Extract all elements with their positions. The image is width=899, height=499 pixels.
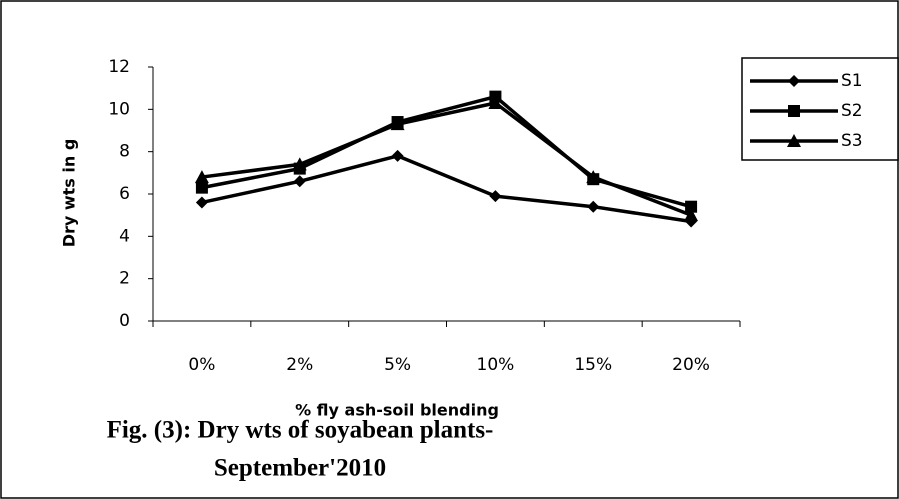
marker <box>489 190 502 203</box>
marker <box>788 105 800 117</box>
x-tick-label: 2% <box>286 355 313 375</box>
chart-title: Fig. (3): Dry wts of soyabean plants- <box>107 417 494 444</box>
x-tick-label: 15% <box>574 355 612 375</box>
y-tick-label: 8 <box>119 142 130 162</box>
legend-box <box>741 57 899 161</box>
marker <box>684 208 699 222</box>
marker <box>587 200 600 213</box>
y-tick-label: 12 <box>108 57 130 77</box>
marker <box>787 134 801 147</box>
series-line <box>201 101 692 217</box>
x-axis-title: % fly ash-soil blending <box>295 401 499 420</box>
y-tick-label: 0 <box>119 311 130 331</box>
marker <box>194 170 209 184</box>
marker <box>391 149 404 162</box>
series-line <box>201 154 692 224</box>
marker <box>390 117 405 131</box>
marker <box>195 196 208 209</box>
marker <box>293 175 306 188</box>
x-tick-label: 5% <box>384 355 411 375</box>
chart-title: September'2010 <box>214 455 386 482</box>
marker <box>788 75 800 87</box>
marker <box>488 95 503 109</box>
x-tick-label: 20% <box>672 355 710 375</box>
legend-label: S1 <box>841 71 863 91</box>
x-tick-label: 10% <box>477 355 515 375</box>
marker <box>292 157 307 171</box>
marker <box>586 170 601 184</box>
marker <box>195 181 208 194</box>
legend-label: S3 <box>841 131 863 151</box>
x-tick-label: 0% <box>188 355 215 375</box>
y-tick-label: 4 <box>119 226 130 246</box>
legend-label: S2 <box>841 101 863 121</box>
y-tick-label: 10 <box>108 99 130 119</box>
marker <box>685 200 698 213</box>
y-axis-title: Dry wts in g <box>60 139 79 248</box>
y-tick-label: 2 <box>119 269 130 289</box>
y-tick-label: 6 <box>119 184 130 204</box>
